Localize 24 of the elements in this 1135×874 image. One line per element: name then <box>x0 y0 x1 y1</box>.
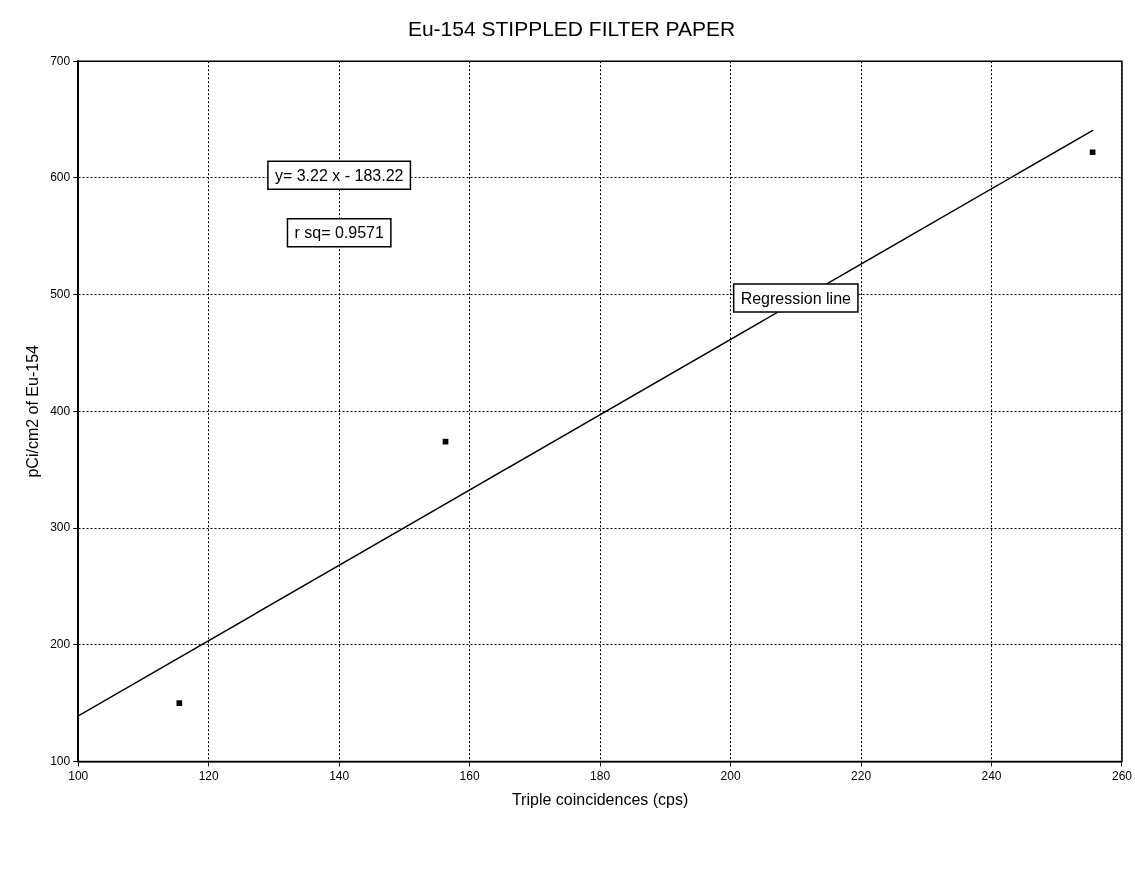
annotation: Regression line <box>740 289 852 307</box>
x-tick-label: 120 <box>198 768 220 783</box>
annotation: r sq= 0.9571 <box>294 224 384 242</box>
x-tick-label: 140 <box>329 768 350 783</box>
y-tick-label: 100 <box>50 753 71 768</box>
x-tick-label: 220 <box>851 768 872 783</box>
y-tick-label: 500 <box>50 286 71 301</box>
y-tick-label: 700 <box>50 53 71 68</box>
x-tick-label: 100 <box>68 768 89 783</box>
annotation: y= 3.22 x - 183.22 <box>274 166 404 184</box>
x-tick-label: 160 <box>459 768 480 783</box>
x-tick-label: 260 <box>1111 768 1133 783</box>
x-tick-label: 180 <box>590 768 611 783</box>
y-tick-label: 200 <box>50 637 71 652</box>
point <box>1089 149 1096 156</box>
x-tick-label: 240 <box>981 768 1002 783</box>
x-tick-label: 200 <box>720 768 741 783</box>
y-axis-title: pCi/cm2 of Eu-154 <box>24 344 42 478</box>
y-tick-label: 400 <box>50 403 71 418</box>
point <box>176 700 183 706</box>
chart-title: Eu-154 STIPPLED FILTER PAPER <box>407 17 736 41</box>
y-tick-label: 600 <box>50 170 71 185</box>
y-tick-label: 300 <box>50 520 71 535</box>
x-axis-title: Triple coincidences (cps) <box>511 790 689 808</box>
